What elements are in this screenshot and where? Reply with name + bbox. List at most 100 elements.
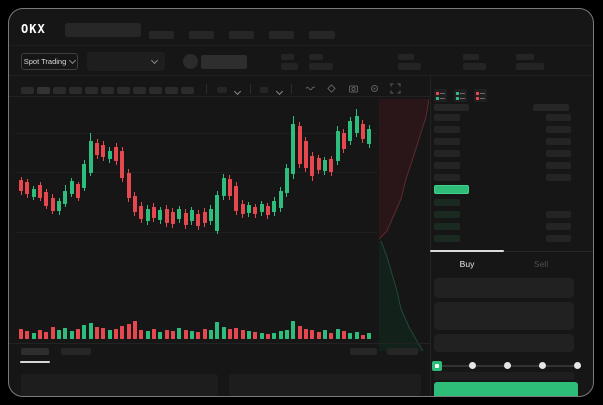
ticker-stat [516,54,544,70]
amount-slider[interactable] [432,361,581,371]
active-tab-indicator [430,250,504,252]
book-sell-icon[interactable] [474,89,487,103]
volume-bar [367,333,372,339]
tab-buy[interactable]: Buy [459,259,475,269]
slider-step-4[interactable] [574,362,581,369]
volume-bar [278,331,283,339]
fullscreen-icon[interactable] [390,81,401,99]
interval-button[interactable] [117,87,130,95]
pair-select-dropdown[interactable] [87,52,165,71]
interval-button[interactable] [133,87,146,95]
nav-item[interactable] [229,31,254,39]
ask-row[interactable] [434,162,571,169]
timezone-button[interactable] [216,87,227,93]
search-input[interactable] [65,23,141,37]
candlestick-chart[interactable] [15,97,377,345]
slider-step-2[interactable] [504,362,511,369]
volume-bar [82,325,87,339]
volume-bar [88,323,93,339]
volume-bar [234,328,239,339]
nav-item[interactable] [269,31,294,39]
ask-row[interactable] [434,138,571,145]
nav-item[interactable] [149,31,174,39]
interval-button[interactable] [149,87,162,95]
orderbook-col-header-amount [533,104,569,111]
volume-bar [215,322,220,339]
bottom-tab-2[interactable] [61,348,91,355]
volume-bar [63,328,68,339]
tab-sell[interactable]: Sell [533,259,549,269]
interval-button[interactable] [181,87,194,95]
interval-button[interactable] [53,87,66,95]
orderbook-mode-switcher [434,82,494,103]
interval-button[interactable] [101,87,114,95]
volume-bar [19,329,23,339]
chevron-down-icon[interactable] [275,88,283,96]
volume-bar [310,330,315,339]
slider-step-3[interactable] [539,362,546,369]
bid-row[interactable] [434,235,571,242]
interval-button[interactable] [21,87,34,95]
amount-input[interactable] [434,302,574,330]
volume-bar [253,332,258,339]
chevron-down-icon[interactable] [234,88,242,96]
volume-bar [132,321,137,339]
bid-row[interactable] [434,199,571,206]
volume-bar [329,333,334,339]
gridline [15,133,377,134]
ask-row[interactable] [434,150,571,157]
camera-icon[interactable] [348,81,359,99]
settings-icon[interactable] [369,81,380,99]
volume-bar [240,330,245,339]
slider-step-1[interactable] [469,362,476,369]
volume-bar [202,329,207,339]
volume-bar [221,327,226,339]
volume-bar [354,332,359,339]
nav-item[interactable] [189,31,214,39]
bid-row[interactable] [434,223,571,230]
book-both-icon[interactable] [434,89,447,103]
market-type-dropdown[interactable]: Spot Trading [21,53,78,70]
brush-icon[interactable] [326,81,337,99]
ticker-stat [309,54,333,70]
ask-row[interactable] [434,126,571,133]
open-orders-panel [21,374,218,396]
divider [249,84,251,95]
divider [430,251,593,252]
volume-bar [69,331,74,339]
ask-row[interactable] [434,174,571,181]
nav-item[interactable] [309,31,335,39]
bottom-tab-1[interactable] [21,348,49,355]
volume-bar [360,335,365,339]
wave-icon[interactable] [305,81,316,99]
interval-button[interactable] [37,87,50,95]
total-skeleton [434,372,574,380]
volume-bar [57,330,61,339]
bottom-action-2[interactable] [387,348,418,355]
volume-bar [272,333,277,339]
volume-bar [139,330,144,339]
volume-bar [335,329,340,339]
coin-icon [183,54,198,69]
top-nav [149,26,350,39]
chart-style-button[interactable] [260,87,269,93]
buy-button[interactable] [434,382,578,396]
bottom-action-1[interactable] [350,348,377,355]
ask-row[interactable] [434,114,571,121]
volume-bar [341,331,346,339]
bid-row[interactable] [434,211,571,218]
order-history-panel [229,374,421,396]
volume-bar [265,334,270,339]
volume-bar [208,330,213,339]
total-input[interactable] [434,334,574,352]
price-input[interactable] [434,278,574,298]
slider-step-0[interactable] [432,361,442,371]
volume-bar [348,333,353,339]
interval-button[interactable] [85,87,98,95]
interval-button[interactable] [69,87,82,95]
volume-bar [297,326,302,339]
volume-bar [107,330,112,339]
bottom-tab-indicator [20,361,50,363]
book-buy-icon[interactable] [454,89,467,103]
interval-button[interactable] [165,87,178,95]
